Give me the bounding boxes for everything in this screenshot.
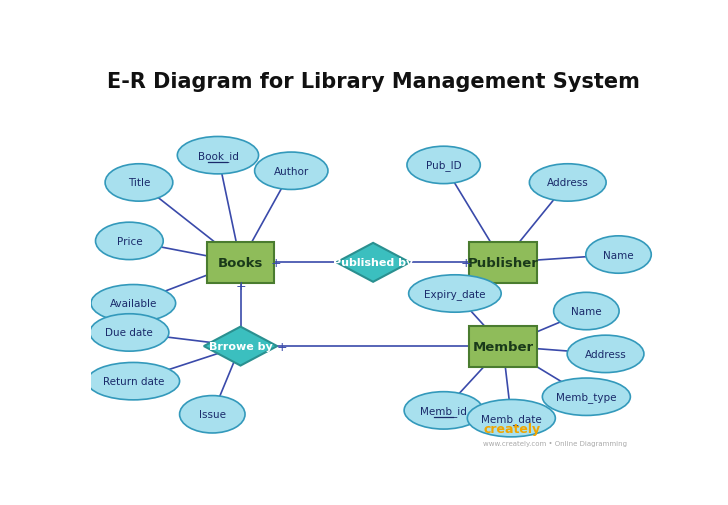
- FancyBboxPatch shape: [469, 326, 537, 367]
- Text: Author: Author: [274, 167, 309, 176]
- Text: Price: Price: [116, 236, 142, 246]
- Text: Available: Available: [110, 298, 157, 309]
- Ellipse shape: [567, 335, 644, 373]
- Ellipse shape: [408, 275, 501, 313]
- Ellipse shape: [87, 363, 180, 400]
- Text: +: +: [277, 340, 287, 353]
- Text: Address: Address: [547, 178, 589, 188]
- Text: Memb_type: Memb_type: [556, 391, 617, 402]
- Ellipse shape: [554, 293, 619, 330]
- Text: Memb_id: Memb_id: [420, 405, 467, 416]
- Text: Published by: Published by: [333, 258, 414, 268]
- Text: Book_id: Book_id: [197, 150, 238, 161]
- Text: E-R Diagram for Library Management System: E-R Diagram for Library Management Syste…: [107, 72, 639, 92]
- Ellipse shape: [407, 147, 480, 184]
- Ellipse shape: [467, 399, 555, 437]
- Text: Address: Address: [585, 349, 626, 359]
- Text: Books: Books: [218, 257, 264, 269]
- Text: Name: Name: [604, 250, 634, 260]
- Ellipse shape: [542, 378, 630, 416]
- Text: www.creately.com • Online Diagramming: www.creately.com • Online Diagramming: [483, 440, 627, 446]
- Ellipse shape: [529, 165, 606, 202]
- Text: Issue: Issue: [199, 410, 226, 420]
- Text: +: +: [235, 279, 246, 292]
- Ellipse shape: [105, 165, 173, 202]
- Text: Name: Name: [571, 307, 601, 317]
- Polygon shape: [204, 327, 277, 366]
- Ellipse shape: [91, 285, 175, 322]
- Ellipse shape: [95, 223, 163, 260]
- FancyBboxPatch shape: [469, 242, 537, 283]
- Text: Memb_date: Memb_date: [481, 413, 542, 424]
- Text: creately: creately: [483, 422, 540, 435]
- Ellipse shape: [178, 137, 258, 175]
- Text: Pub_ID: Pub_ID: [426, 160, 462, 171]
- FancyBboxPatch shape: [207, 242, 274, 283]
- Text: Expiry_date: Expiry_date: [424, 288, 486, 299]
- Text: +: +: [271, 257, 281, 269]
- Text: Member: Member: [472, 340, 534, 353]
- Ellipse shape: [90, 314, 169, 351]
- Text: Return date: Return date: [103, 376, 164, 386]
- Polygon shape: [336, 243, 410, 282]
- Ellipse shape: [180, 396, 245, 433]
- Ellipse shape: [255, 153, 328, 190]
- Text: Title: Title: [128, 178, 150, 188]
- Text: Brrowe by: Brrowe by: [209, 341, 272, 351]
- Text: Publisher: Publisher: [467, 257, 538, 269]
- Ellipse shape: [586, 236, 652, 274]
- Text: +: +: [461, 257, 472, 269]
- Text: Due date: Due date: [106, 328, 153, 338]
- Ellipse shape: [404, 392, 483, 429]
